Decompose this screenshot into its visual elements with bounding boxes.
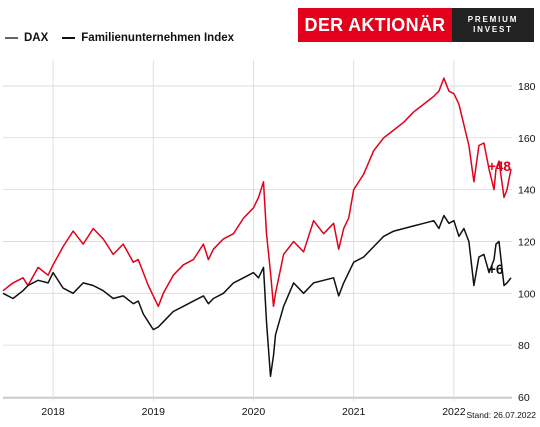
y-tick-label-100: 100 [518, 288, 536, 300]
end-label-dax: +6 [488, 262, 504, 277]
y-tick-label-140: 140 [518, 185, 536, 197]
end-labels: +48 +6 [488, 159, 511, 277]
premium-label: PREMIUM [467, 15, 519, 24]
invest-label: INVEST [473, 25, 513, 34]
legend-label-dax: DAX [24, 32, 49, 44]
y-tick-label-180: 180 [518, 81, 536, 93]
premium-invest-badge: PREMIUM INVEST [452, 8, 534, 42]
stand-date: Stand: 26.07.2022 [466, 410, 536, 420]
brand-logo: DER AKTIONÄR PREMIUM INVEST [298, 8, 534, 42]
x-tick-label-2018: 2018 [41, 406, 65, 418]
x-tick-labels: 2018 2019 2020 2021 2022 [41, 406, 465, 418]
y-tick-labels: 60 80 100 120 140 160 180 [518, 81, 536, 404]
series-layer [2, 77, 512, 378]
x-tick-label-2021: 2021 [342, 406, 366, 418]
series-line-familienunternehmen-index [2, 77, 512, 308]
legend: DAX Familienunternehmen Index [5, 32, 248, 44]
legend-swatch-dax [5, 37, 18, 39]
x-tick-label-2019: 2019 [142, 406, 166, 418]
legend-item-family: Familienunternehmen Index [62, 32, 234, 44]
grid-layer [3, 60, 512, 401]
x-tick-label-2020: 2020 [242, 406, 266, 418]
y-tick-label-80: 80 [518, 340, 530, 352]
series-line-dax [2, 214, 512, 378]
legend-item-dax: DAX [5, 32, 48, 44]
y-tick-label-160: 160 [518, 133, 536, 145]
y-tick-label-120: 120 [518, 236, 536, 248]
end-label-familienunternehmen-index: +48 [488, 159, 511, 174]
legend-swatch-family [62, 37, 76, 39]
brand-logo-text: DER AKTIONÄR [298, 8, 452, 42]
y-tick-label-60: 60 [518, 392, 530, 404]
legend-label-family: Familienunternehmen Index [81, 32, 235, 44]
x-tick-label-2022: 2022 [442, 406, 466, 418]
